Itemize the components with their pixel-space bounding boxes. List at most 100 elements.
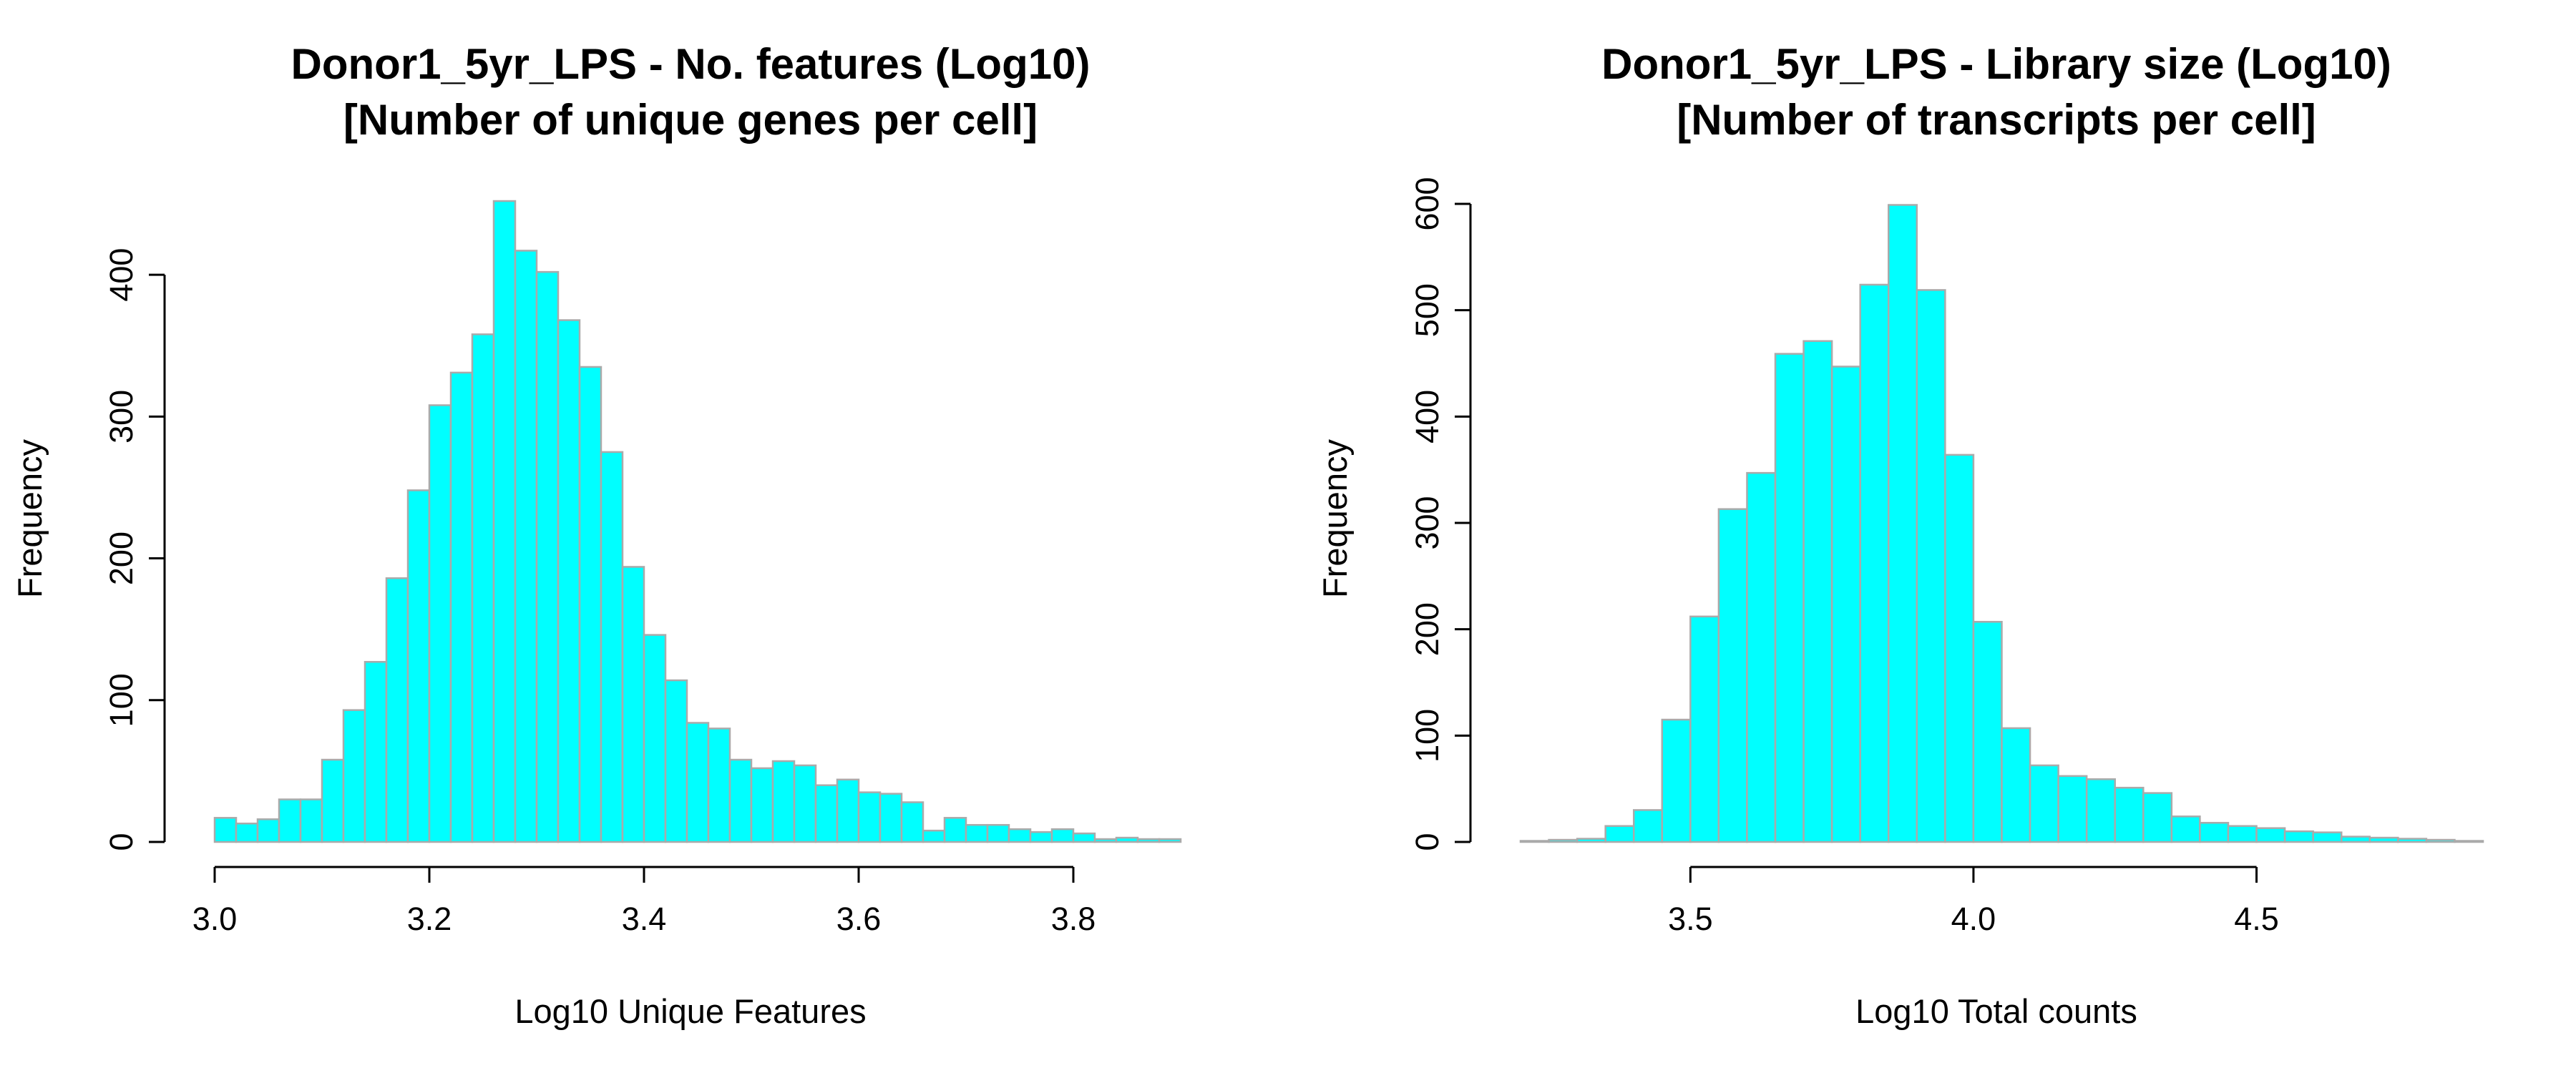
y-axis: 0 100 200 300 400 500 600 [1409,177,1472,851]
histogram-bar [2085,778,2116,843]
histogram-bar [2142,792,2173,843]
histogram-bar [2114,786,2145,843]
chart-title-line1: Donor1_5yr_LPS - No. features (Log10) [291,40,1091,88]
x-tick-label: 4.0 [1951,901,1996,937]
histogram-bar [1661,718,1692,843]
histogram-bar [1072,832,1096,843]
histogram-bar [986,823,1010,843]
histogram-bar [857,791,882,843]
histogram-bar [664,679,688,843]
histogram-bar [213,817,238,843]
histogram-bar [1830,366,1861,843]
histogram-bar [1717,508,1748,843]
y-tick-label: 100 [103,673,140,727]
histogram-bar [1632,809,1664,843]
histogram-bar [2397,838,2428,843]
y-axis: 0 100 200 300 400 [103,248,166,851]
histogram-bar [2199,821,2230,843]
y-tick-label: 400 [103,248,140,302]
histogram-bar [2227,825,2258,843]
histogram-bar [1158,838,1182,843]
histogram-bar [449,371,474,843]
histogram-bar [707,727,731,843]
chart-title-line2: [Number of unique genes per cell] [343,96,1038,144]
histogram-bar [471,333,495,843]
histogram-bar [1136,838,1161,843]
y-tick-label: 200 [1409,602,1445,656]
histogram-bar [836,778,860,843]
histogram-bar [750,767,774,843]
histogram-bar [1689,615,1720,843]
histogram-bar [1916,289,1946,843]
x-axis: 3.0 3.2 3.4 3.6 3.8 [192,866,1096,937]
y-tick-label: 600 [1409,177,1445,230]
histogram-bar [1050,828,1075,843]
histogram-bar [879,793,903,843]
histogram-bar [514,250,538,843]
histogram-bar [385,577,409,843]
histogram-bar [943,817,967,843]
histogram-bars [1519,204,2484,843]
histogram-bar [2057,775,2088,843]
histogram-bar [428,404,452,843]
histogram-bar [2255,827,2286,843]
histogram-bar [2454,840,2484,843]
x-axis-label: Log10 Total counts [1855,992,2137,1030]
x-tick-label: 3.6 [836,901,882,937]
y-tick-label: 100 [1409,709,1445,763]
histogram-bar [1944,454,1975,843]
histogram-bar [643,634,667,843]
histogram-bar [1746,471,1777,843]
histogram-bar [1115,836,1139,843]
histogram-bar [814,784,839,843]
histogram-bar [900,801,924,843]
histogram-bar [578,366,602,843]
histogram-bar [1888,204,1918,843]
histogram-bar [321,758,345,843]
histogram-bar [1519,840,1550,843]
y-tick-label: 400 [1409,390,1445,444]
x-tick-label: 3.8 [1051,901,1096,937]
histogram-bar [364,661,388,843]
chart-title-line1: Donor1_5yr_LPS - Library size (Log10) [1601,40,2391,88]
histogram-bar [621,566,645,843]
histogram-bar [922,829,946,843]
histogram-bar [2029,764,2059,843]
histogram-bar [728,758,753,843]
features-histogram-panel: Donor1_5yr_LPS - No. features (Log10) [N… [11,40,1182,1030]
x-tick-label: 3.5 [1668,901,1713,937]
y-tick-label: 0 [1409,833,1445,851]
x-axis-label: Log10 Unique Features [514,992,866,1030]
histogram-bar [256,818,280,843]
histogram-bar [1604,825,1635,843]
histogram-bar [1548,838,1579,843]
histogram-bar [1576,838,1606,843]
histogram-bars [213,200,1182,843]
histogram-bar [1093,838,1118,843]
histogram-bar [406,489,431,843]
y-tick-label: 300 [1409,496,1445,549]
y-tick-label: 500 [1409,283,1445,337]
x-axis: 3.5 4.0 4.5 [1668,866,2279,937]
histogram-bar [1972,621,2003,843]
histogram-bar [557,319,581,843]
histogram-bar [235,822,259,843]
histogram-bar [342,709,366,843]
histogram-bar [2170,815,2201,843]
library-size-histogram-panel: Donor1_5yr_LPS - Library size (Log10) [N… [1316,40,2484,1030]
y-tick-label: 300 [103,390,140,444]
histogram-bar [1859,283,1890,843]
histogram-bar [965,823,989,843]
x-tick-label: 3.2 [407,901,452,937]
histogram-bar [299,798,323,843]
histogram-bar [2425,838,2456,843]
histogram-bar [535,270,560,843]
histogram-bar [2340,836,2371,843]
chart-title-line2: [Number of transcripts per cell] [1677,96,2316,144]
histogram-bar [600,451,624,843]
histogram-bar [2283,830,2314,843]
histogram-bar [492,200,517,843]
histogram-bar [686,722,710,843]
histogram-bar [793,764,817,843]
